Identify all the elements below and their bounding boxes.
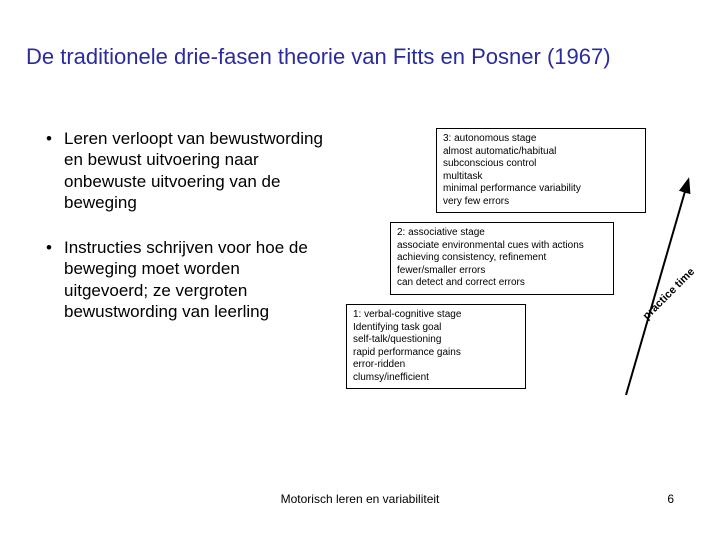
- footer-text: Motorisch leren en variabiliteit: [0, 492, 720, 506]
- stage-line: clumsy/inefficient: [353, 372, 519, 385]
- stage-line: almost automatic/habitual: [443, 146, 639, 159]
- stage-line: subconscious control: [443, 158, 639, 171]
- stage-line: achieving consistency, refinement: [397, 252, 607, 265]
- stage-line: very few errors: [443, 196, 639, 209]
- stage-line: 1: verbal-cognitive stage: [353, 309, 519, 322]
- stage-line: self-talk/questioning: [353, 334, 519, 347]
- stage-2-box: 2: associative stage associate environme…: [390, 222, 614, 295]
- stage-line: minimal performance variability: [443, 183, 639, 196]
- stage-line: can detect and correct errors: [397, 277, 607, 290]
- slide: De traditionele drie-fasen theorie van F…: [0, 0, 720, 540]
- stage-3-box: 3: autonomous stage almost automatic/hab…: [436, 128, 646, 213]
- stage-line: error-ridden: [353, 359, 519, 372]
- stage-line: fewer/smaller errors: [397, 265, 607, 278]
- slide-title: De traditionele drie-fasen theorie van F…: [26, 44, 700, 70]
- stage-line: 3: autonomous stage: [443, 133, 639, 146]
- page-number: 6: [667, 492, 674, 506]
- stage-1-box: 1: verbal-cognitive stage Identifying ta…: [346, 304, 526, 389]
- bullet-item: • Leren verloopt van bewustwording en be…: [46, 128, 326, 213]
- bullet-list: • Leren verloopt van bewustwording en be…: [46, 128, 326, 346]
- bullet-item: • Instructies schrijven voor hoe de bewe…: [46, 237, 326, 322]
- stage-line: multitask: [443, 171, 639, 184]
- arrow-label: practice time: [641, 266, 697, 322]
- bullet-dot: •: [46, 128, 64, 213]
- stage-line: associate environmental cues with action…: [397, 240, 607, 253]
- stage-line: Identifying task goal: [353, 322, 519, 335]
- bullet-text: Instructies schrijven voor hoe de bewegi…: [64, 237, 326, 322]
- stage-line: rapid performance gains: [353, 347, 519, 360]
- bullet-dot: •: [46, 237, 64, 322]
- bullet-text: Leren verloopt van bewustwording en bewu…: [64, 128, 326, 213]
- stage-line: 2: associative stage: [397, 227, 607, 240]
